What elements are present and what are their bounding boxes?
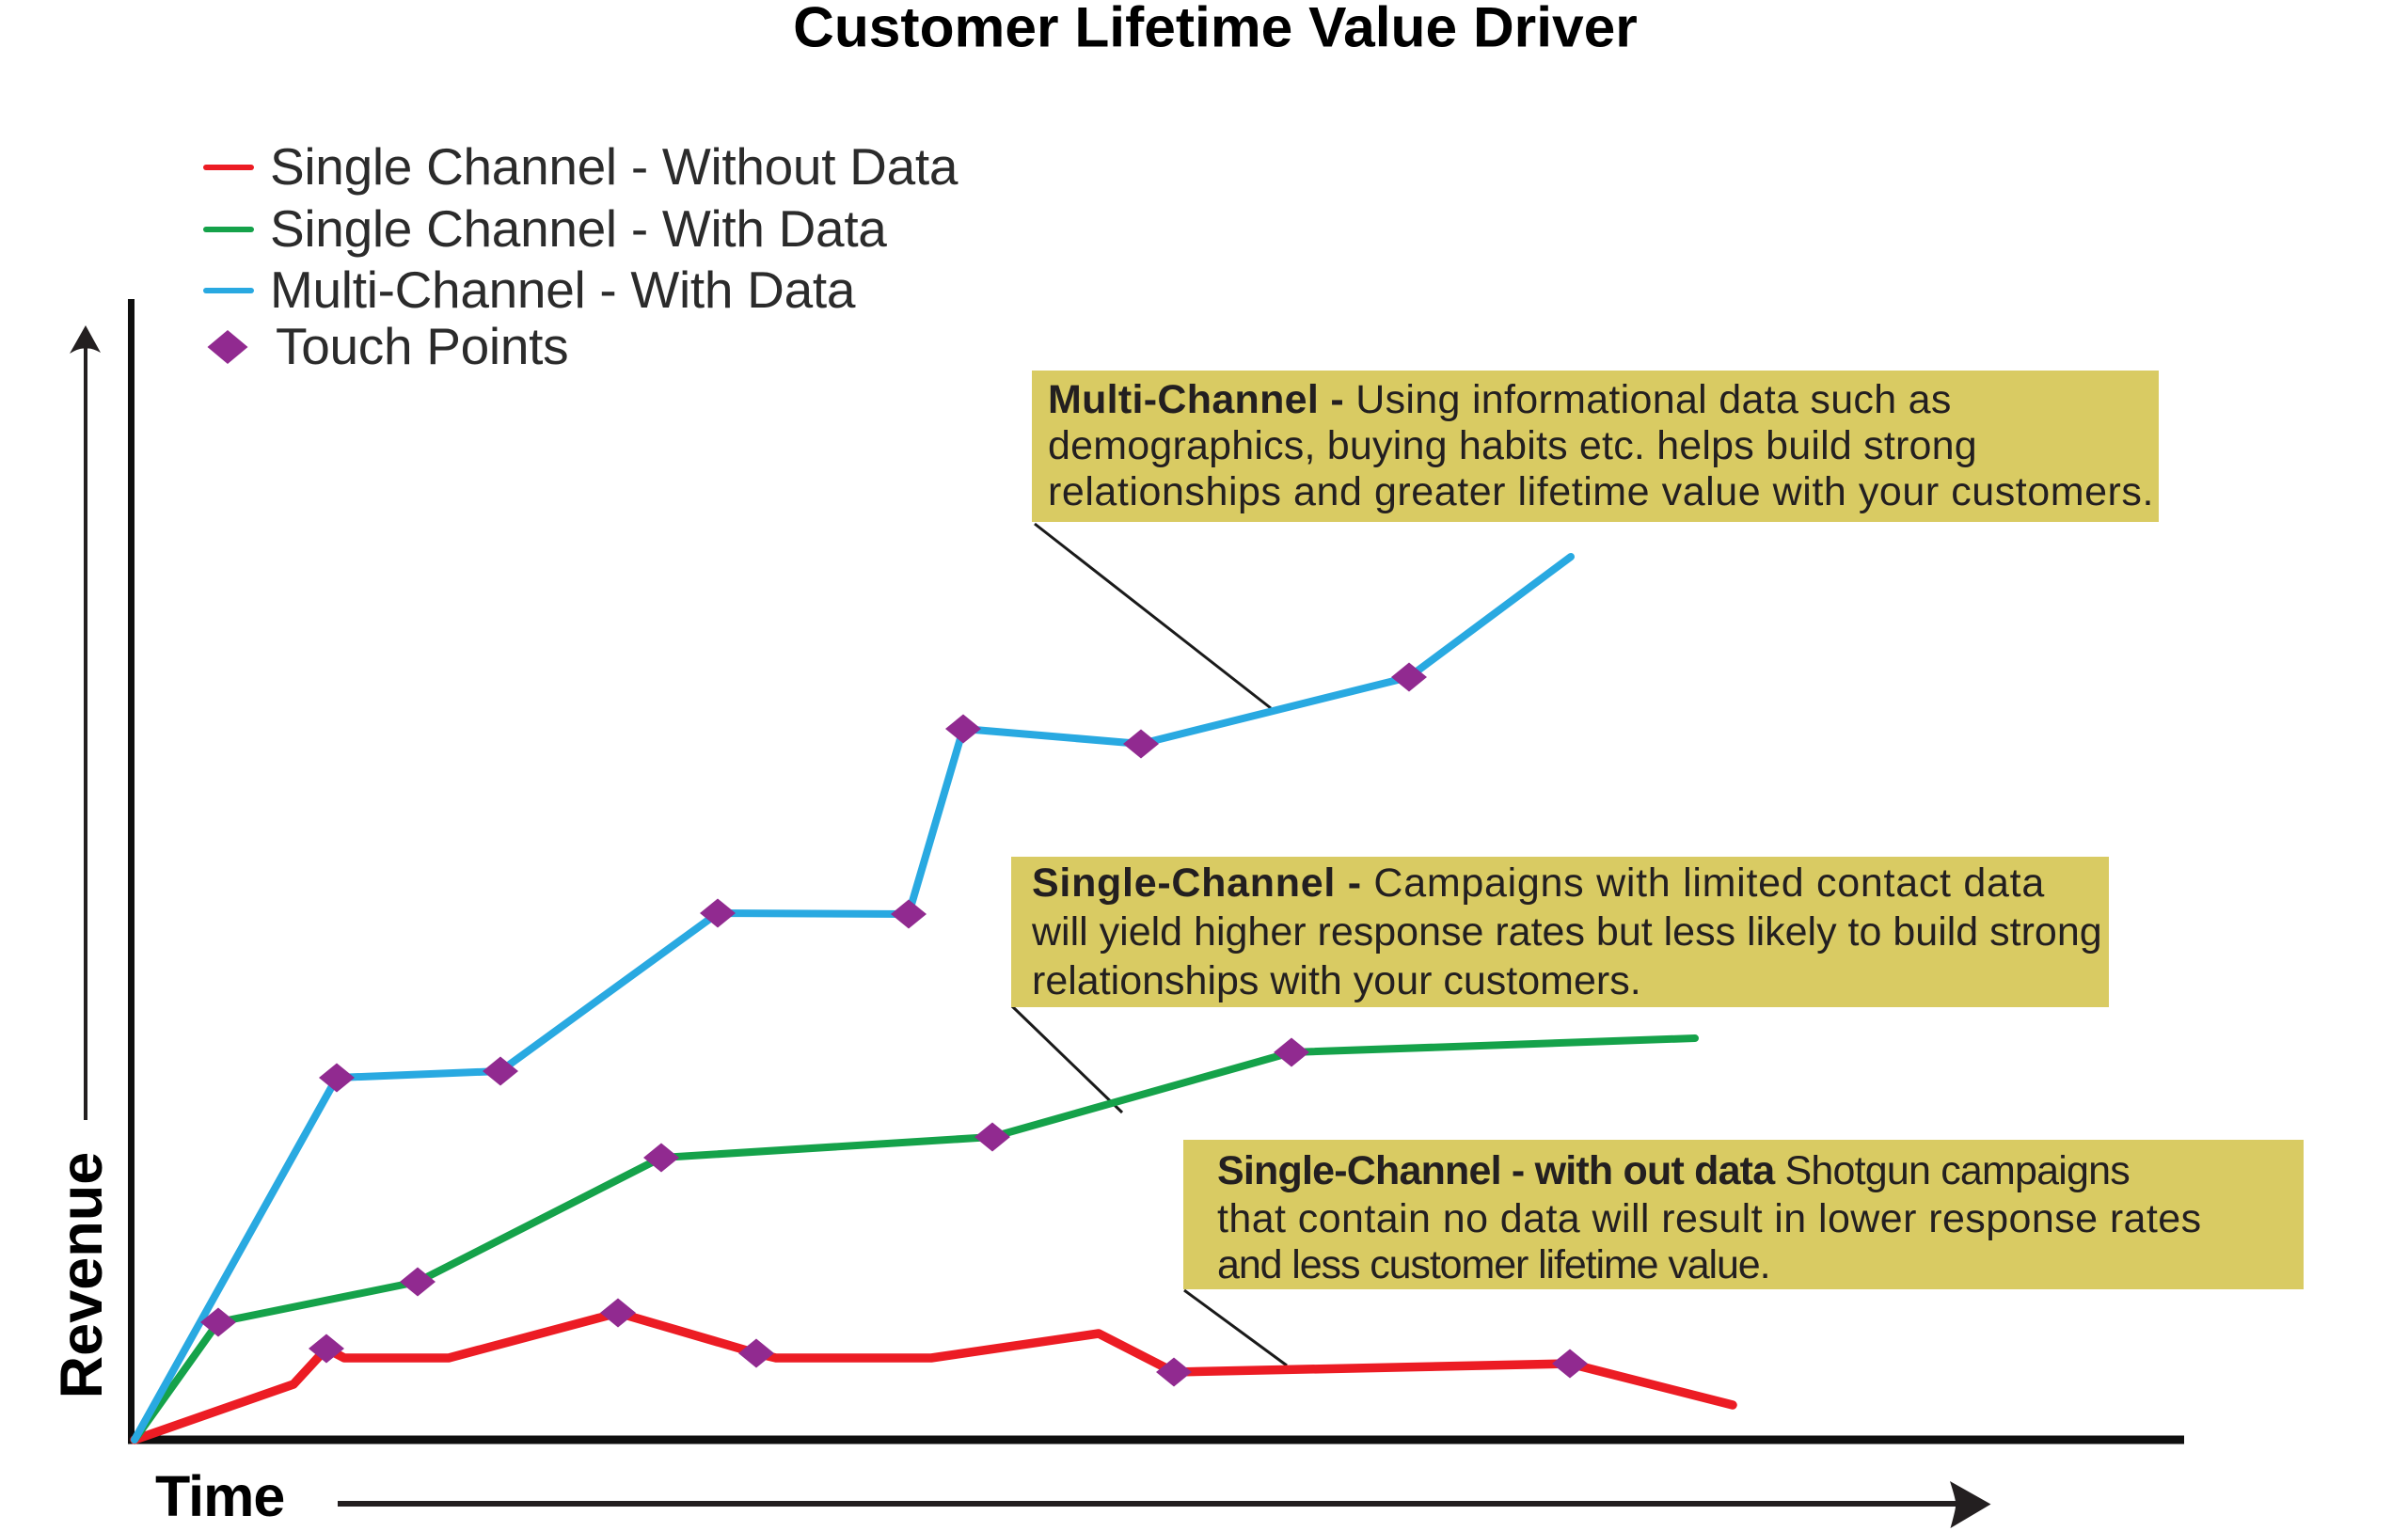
svg-text:and less customer lifetime val: and less customer lifetime value. (1217, 1242, 1769, 1287)
svg-text:Multi-Channel - Using informat: Multi-Channel - Using informational data… (1048, 377, 1952, 422)
svg-text:relationships with your custom: relationships with your customers. (1032, 958, 1641, 1003)
svg-text:relationships and greater life: relationships and greater lifetime value… (1048, 469, 2154, 514)
svg-text:Single-Channel - with out data: Single-Channel - with out data Shotgun c… (1217, 1148, 2130, 1193)
svg-text:Time: Time (155, 1464, 284, 1528)
svg-text:Customer Lifetime Value Driver: Customer Lifetime Value Driver (793, 0, 1638, 59)
svg-text:Single Channel - With Data: Single Channel - With Data (270, 199, 887, 258)
svg-text:Touch Points: Touch Points (276, 317, 568, 375)
svg-text:demographics, buying habits et: demographics, buying habits etc. helps b… (1048, 423, 1977, 468)
svg-text:Single-Channel - Campaigns wit: Single-Channel - Campaigns with limited … (1032, 860, 2045, 906)
svg-text:Single Channel - Without Data: Single Channel - Without Data (270, 137, 958, 196)
svg-text:that contain no data will resu: that contain no data will result in lowe… (1217, 1196, 2202, 1241)
svg-text:Multi-Channel - With Data: Multi-Channel - With Data (270, 260, 856, 319)
svg-text:Revenue: Revenue (49, 1152, 115, 1399)
svg-text:will yield higher response rat: will yield higher response rates but les… (1031, 909, 2102, 955)
